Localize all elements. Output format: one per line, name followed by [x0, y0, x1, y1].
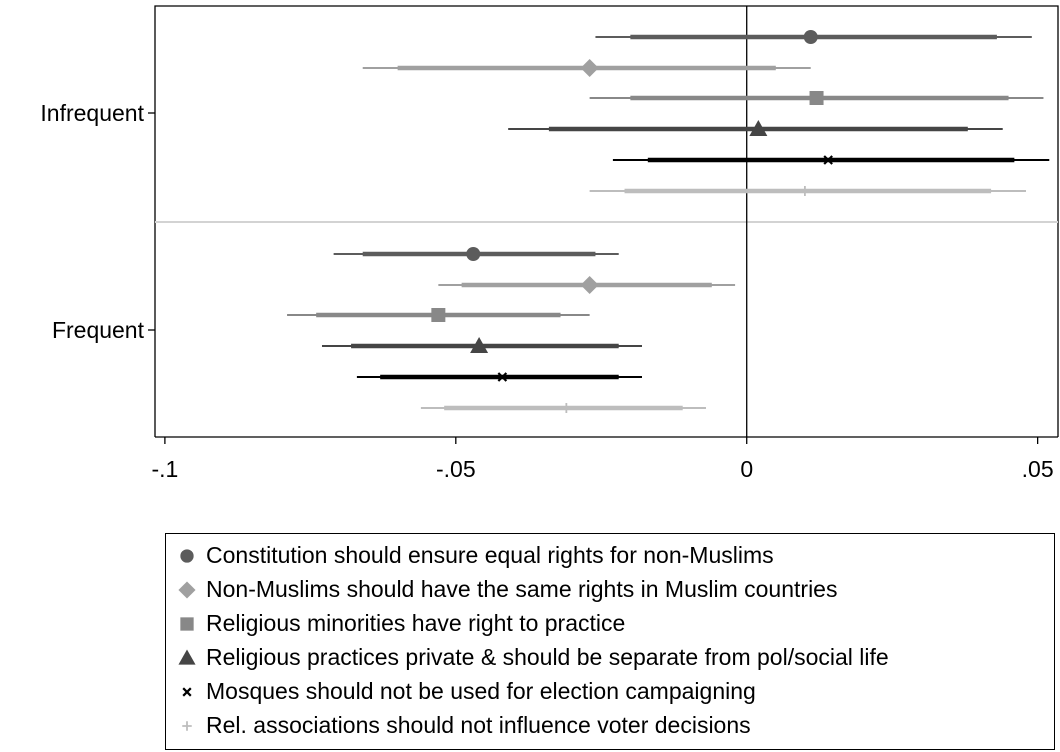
legend-triangle-marker	[178, 648, 196, 665]
legend-circle-symbol	[180, 548, 194, 563]
point-religious-minorities-have-infrequent	[809, 91, 824, 105]
legend-x-symbol	[182, 686, 192, 697]
x-tick-label: 0	[740, 456, 753, 482]
point-mosques-should-not-frequent	[497, 372, 508, 382]
legend-plus-symbol	[182, 720, 192, 731]
legend-diamond-marker	[178, 580, 196, 599]
point-rel-associations-should-frequent	[561, 403, 572, 413]
point-rel-associations-should-infrequent	[799, 186, 810, 196]
legend-diamond-symbol	[178, 580, 196, 599]
legend-item: Mosques should not be used for election …	[174, 676, 756, 707]
legend-item: Religious practices private & should be …	[174, 642, 889, 673]
x-tick-label: .05	[1022, 456, 1054, 482]
legend-label: Religious practices private & should be …	[206, 644, 889, 670]
point-religious-minorities-have-frequent	[431, 308, 446, 322]
y-group-label: Infrequent	[40, 100, 144, 126]
legend-circle-marker	[180, 548, 194, 563]
legend-label: Rel. associations should not influence v…	[206, 712, 751, 738]
x-tick-label: -.1	[151, 456, 178, 482]
point-mosques-should-not-infrequent	[823, 155, 833, 165]
legend-item: Non-Muslims should have the same rights …	[174, 574, 837, 605]
legend-item: Religious minorities have right to pract…	[174, 608, 625, 639]
point-constitution-should-ensure-infrequent	[803, 30, 818, 44]
legend-square-symbol	[180, 616, 194, 631]
legend-item: Constitution should ensure equal rights …	[174, 540, 774, 571]
point-constitution-should-ensure-frequent	[466, 247, 481, 261]
point-non-muslims-should-frequent	[580, 276, 599, 294]
legend-item: Rel. associations should not influence v…	[174, 710, 751, 741]
legend-plus-marker	[182, 720, 192, 731]
legend-square-marker	[180, 616, 194, 631]
legend-triangle-symbol	[178, 648, 196, 665]
legend-label: Religious minorities have right to pract…	[206, 610, 626, 636]
legend-label: Constitution should ensure equal rights …	[206, 542, 774, 568]
legend-label: Non-Muslims should have the same rights …	[206, 576, 838, 602]
point-non-muslims-should-infrequent	[580, 59, 599, 77]
legend-label: Mosques should not be used for election …	[206, 678, 756, 704]
point-religious-practices-private-infrequent	[749, 120, 768, 136]
y-group-label: Frequent	[52, 317, 145, 343]
x-tick-label: -.05	[436, 456, 476, 482]
legend-x-marker	[182, 686, 192, 697]
coefficient-chart: -.1 -.05 0 .05 Infrequent Frequent	[40, 5, 1059, 482]
point-religious-practices-private-frequent	[470, 337, 489, 353]
legend: Constitution should ensure equal rights …	[165, 533, 1055, 750]
